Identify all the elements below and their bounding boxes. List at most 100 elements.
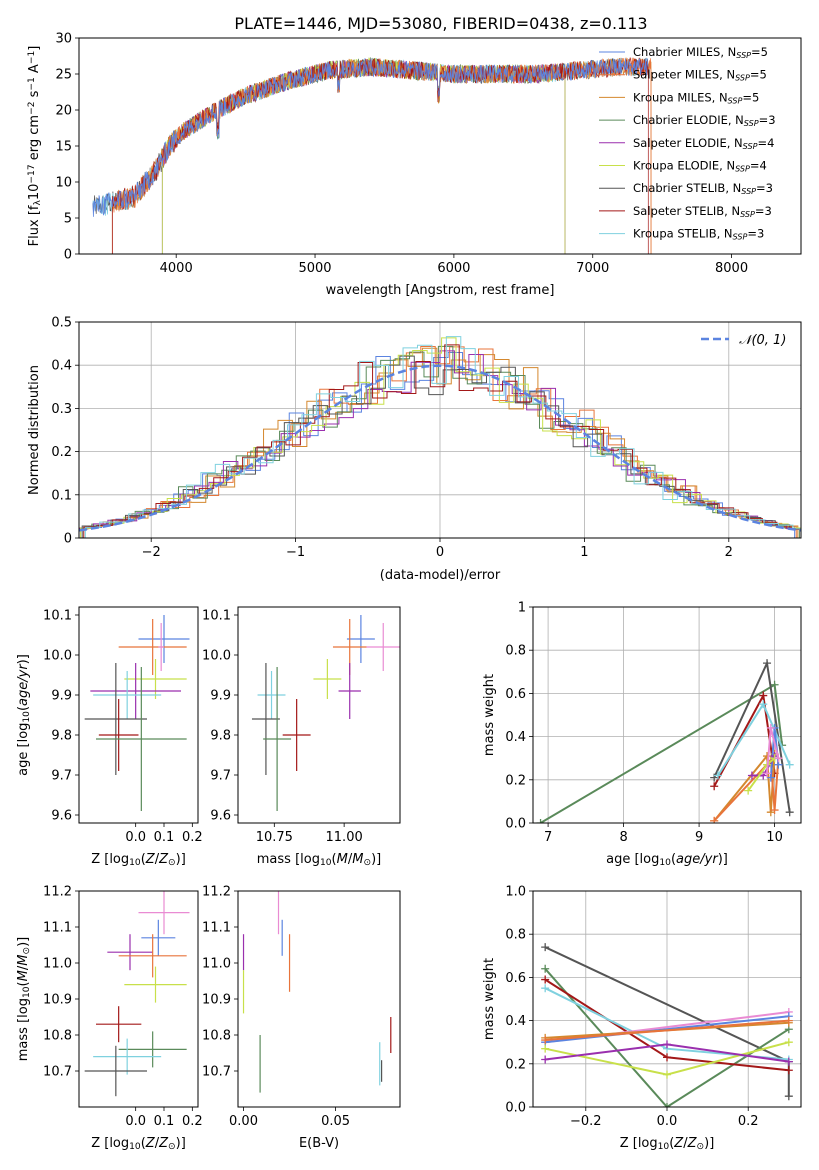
histogram-series <box>80 337 801 538</box>
spectrum-series-line <box>111 57 652 254</box>
data-marker <box>744 786 753 795</box>
y-tick-label: 0 <box>64 248 72 263</box>
y-tick-label: 11.2 <box>202 885 231 900</box>
chart-mass_vs_Z: 0.0 0.1 0.2 10.7 10.8 10.9 11.0 11.1 11.2 Z [log1… <box>16 885 203 1153</box>
x-tick-label: 2 <box>725 545 733 560</box>
y-tick-label: 0 <box>64 532 72 547</box>
data-marker <box>785 760 794 769</box>
data-marker <box>541 1044 550 1053</box>
data-marker <box>763 752 772 761</box>
legend-label: Kroupa STELIB, NSSP=3 <box>633 227 764 242</box>
data-marker <box>663 1053 671 1062</box>
y-tick-label: 9.8 <box>210 729 231 744</box>
x-tick-label: 0.05 <box>321 1114 350 1129</box>
y-axis-label: mass weight <box>482 674 497 756</box>
x-tick-label: 0.2 <box>182 1114 203 1129</box>
x-tick-label: 9 <box>695 830 703 845</box>
x-tick-label: −1 <box>286 545 305 560</box>
histogram-series <box>83 344 801 538</box>
y-tick-label: 10.9 <box>202 993 231 1008</box>
y-tick-label: 10.7 <box>43 1065 72 1080</box>
x-tick-label: 8 <box>619 830 627 845</box>
x-tick-label: 0.2 <box>738 1114 759 1129</box>
plot-area <box>84 615 190 811</box>
data-marker <box>784 1092 793 1101</box>
legend-label: Salpeter MILES, NSSP=5 <box>633 68 767 83</box>
x-tick-label: 0.0 <box>657 1114 678 1129</box>
x-tick-label: 10 <box>766 830 783 845</box>
x-tick-label: 0.1 <box>154 1114 175 1129</box>
data-marker <box>541 964 550 973</box>
y-tick-label: 9.7 <box>51 769 72 784</box>
data-marker <box>541 984 550 993</box>
data-marker <box>784 1038 793 1047</box>
data-marker <box>710 782 719 791</box>
data-marker <box>541 975 550 984</box>
y-tick-label: 0.4 <box>505 730 526 745</box>
x-tick-label: 8000 <box>715 261 748 276</box>
x-tick-label: 5000 <box>298 261 331 276</box>
chart-age_vs_Z: 0.0 0.1 0.2 9.6 9.7 9.8 9.9 10.0 10.1 Z [log10(Z/… <box>16 606 203 868</box>
x-axis-label: wavelength [Angstrom, rest frame] <box>326 283 555 298</box>
y-tick-label: 9.6 <box>51 809 72 824</box>
data-marker <box>763 769 772 778</box>
normal-curve <box>79 364 801 532</box>
data-marker <box>766 723 775 732</box>
x-axis-label: Z [log10(Z/Z⊙)] <box>91 852 186 868</box>
data-marker <box>541 943 550 952</box>
y-tick-label: 11.1 <box>43 921 72 936</box>
y-tick-label: 0.2 <box>51 445 72 460</box>
x-tick-label: 6000 <box>437 261 470 276</box>
y-tick-label: 10.0 <box>43 649 72 664</box>
histogram-series <box>79 351 796 538</box>
plot-area <box>84 891 190 1097</box>
x-axis-label: Z [log10(Z/Z⊙)] <box>620 1136 715 1152</box>
plot-area <box>251 615 400 811</box>
x-tick-label: 0.00 <box>229 1114 258 1129</box>
x-axis-label: E(B-V) <box>299 1136 339 1151</box>
legend-label: Kroupa ELODIE, NSSP=4 <box>633 159 767 174</box>
axes-frame <box>237 890 401 1108</box>
data-marker <box>713 771 722 780</box>
chart-residuals: −2 −1 0 1 2 0 0.1 0.2 0.3 0.4 0.5 𝒩(0, 1) (data-mode… <box>27 316 802 583</box>
x-tick-label: 10.75 <box>256 830 293 845</box>
legend-label: Chabrier MILES, NSSP=5 <box>633 45 768 60</box>
axes-frame <box>237 606 401 824</box>
chart-age_vs_mass: 10.75 11.00 9.6 9.7 9.8 9.9 10.0 10.1 mass [log1… <box>202 606 401 868</box>
y-tick-label: 30 <box>55 32 72 47</box>
y-tick-label: 10.1 <box>202 609 231 624</box>
legend-label: Chabrier ELODIE, NSSP=3 <box>633 113 776 128</box>
axes-frame <box>78 890 199 1108</box>
data-marker <box>541 1036 550 1045</box>
data-marker <box>663 1070 671 1079</box>
x-tick-label: 1 <box>580 545 588 560</box>
axes-frame <box>78 37 802 255</box>
x-tick-label: 7 <box>544 830 552 845</box>
chart-weight_vs_Z: −0.2 0.0 0.2 0.0 0.2 0.4 0.6 0.8 1.0 Z [log10(Z/Z… <box>482 885 802 1152</box>
y-tick-label: 0.2 <box>505 1057 526 1072</box>
y-tick-label: 11.2 <box>43 885 72 900</box>
data-marker <box>541 1055 550 1064</box>
x-axis-label: age [log10(age/yr)] <box>606 852 728 868</box>
x-tick-label: −2 <box>142 545 161 560</box>
y-tick-label: 25 <box>55 68 72 83</box>
y-tick-label: 0.5 <box>51 316 72 331</box>
y-tick-label: 10.7 <box>202 1065 231 1080</box>
histogram-series <box>79 345 797 538</box>
plot-area <box>541 943 793 1107</box>
plot-area <box>79 336 801 538</box>
x-axis-label: mass [log10(M/M⊙)] <box>257 852 381 868</box>
plot-area <box>92 57 652 254</box>
data-marker <box>766 773 775 782</box>
weight-series-line <box>539 683 784 823</box>
y-tick-label: 11.0 <box>43 957 72 972</box>
x-tick-label: 7000 <box>576 261 609 276</box>
x-tick-label: 11.00 <box>326 830 363 845</box>
y-axis-label: Flux [fλ10−17 erg cm−2 s−1 A−1] <box>27 46 43 247</box>
legend-label: Salpeter STELIB, NSSP=3 <box>633 204 772 219</box>
histogram-series <box>81 355 801 538</box>
spectrum-series-line <box>161 57 566 254</box>
y-axis-label: mass [log10(M/M⊙)] <box>16 937 32 1061</box>
legend-label: Salpeter ELODIE, NSSP=4 <box>633 136 774 151</box>
